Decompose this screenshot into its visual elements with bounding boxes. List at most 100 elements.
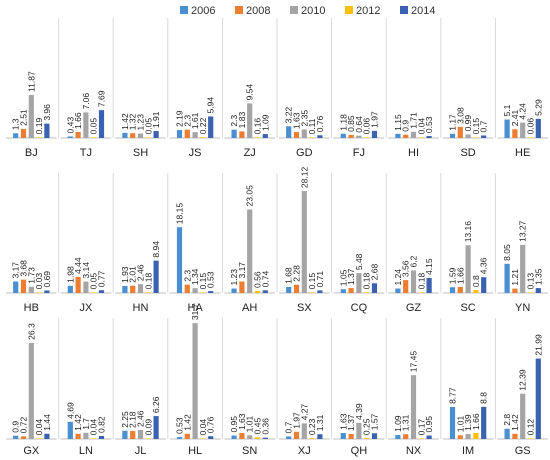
category-label: FJ	[353, 147, 365, 159]
value-label: 1.44	[42, 414, 52, 431]
category-label: HL	[188, 445, 202, 457]
bar-2012	[364, 292, 370, 293]
value-label: 1.31	[315, 414, 325, 431]
bar-2006	[231, 288, 237, 293]
bar-2012	[254, 290, 261, 293]
value-label: 1.42	[120, 113, 130, 130]
value-label: 1.21	[510, 269, 520, 286]
bar-2014	[371, 130, 378, 138]
category-label: HE	[515, 147, 530, 159]
value-label: 0.99	[463, 115, 473, 132]
category-label: ZJ	[244, 147, 256, 159]
bar-2014	[481, 135, 487, 138]
panel-sc: 1.591.66 13.16 0.84.36 SC	[440, 173, 494, 314]
bar-2008	[293, 431, 300, 439]
value-label: 0.19	[34, 117, 44, 134]
value-label: 2.18	[128, 411, 138, 428]
bar-2008	[512, 288, 518, 293]
panel-js: 2.192.31.610.22 5.94 JS	[167, 18, 221, 159]
value-label: 0.05	[89, 273, 99, 290]
value-label: 31.7	[190, 303, 200, 320]
bar-2012	[418, 137, 424, 138]
bar-2010	[520, 244, 526, 293]
value-label: 4.69	[65, 402, 75, 419]
bar-2006	[176, 227, 183, 293]
value-label: 0.45	[253, 418, 263, 435]
value-label: 2.46	[136, 264, 146, 281]
category-label: QH	[351, 445, 368, 457]
panel-ah: 1.233.17 23.05 0.560.74 AH	[221, 173, 275, 314]
bar-2010	[465, 433, 471, 439]
value-label: 0.85	[346, 115, 356, 132]
category-label: LN	[79, 445, 93, 457]
value-label: 1.83	[237, 112, 247, 129]
value-label: 1.24	[393, 269, 403, 286]
category-label: XJ	[298, 445, 311, 457]
bar-2012	[309, 438, 315, 439]
bar-2008	[20, 436, 27, 439]
panel-hn: 1.932.012.460.18 8.94 HN	[112, 173, 166, 314]
value-label: 1.66	[73, 112, 83, 129]
bar-2012	[254, 437, 261, 439]
value-label: 2.01	[128, 266, 138, 283]
value-label: 1.42	[182, 414, 192, 431]
bar-2014	[426, 136, 432, 138]
bar-2010	[356, 135, 362, 138]
value-label: 0.7	[284, 421, 294, 433]
bar-2012	[527, 137, 534, 138]
bar-2006	[122, 286, 128, 293]
category-label: SN	[242, 445, 257, 457]
bar-2008	[403, 280, 409, 293]
value-label: 0.06	[362, 118, 372, 135]
bar-2010	[301, 129, 307, 138]
bar-2006	[231, 129, 237, 138]
bar-2014	[98, 436, 105, 439]
bar-2012	[527, 438, 534, 439]
bar-2010	[410, 375, 417, 439]
panel-gd: 3.221.632.350.110.76 GD	[276, 18, 330, 159]
legend-item: 2010	[290, 5, 325, 17]
value-label: 1.66	[471, 413, 481, 430]
value-label: 7.06	[81, 93, 91, 110]
value-label: 2.51	[19, 109, 29, 126]
value-label: 0.18	[143, 273, 153, 290]
value-label: 1.23	[136, 114, 146, 131]
value-label: 0.64	[354, 116, 364, 133]
value-label: 2.3	[229, 115, 239, 127]
bar-2014	[44, 290, 50, 293]
panel-he: 5.12.414.240.06 5.29 HE	[494, 18, 548, 159]
bar-2012	[473, 290, 479, 293]
bar-2014	[535, 358, 541, 439]
value-label: 2.8	[502, 414, 512, 426]
value-label: 13.27	[518, 220, 528, 242]
value-label: 0.18	[416, 273, 426, 290]
bar-2010	[83, 432, 89, 439]
category-label: JL	[135, 445, 147, 457]
value-label: 4.15	[424, 258, 434, 275]
value-label: 0.9	[401, 120, 411, 132]
category-label: YN	[515, 302, 530, 314]
bar-2010	[137, 284, 144, 293]
bar-2010	[247, 209, 253, 293]
bar-2008	[239, 131, 245, 138]
value-label: 0.53	[175, 417, 185, 434]
bar-2014	[317, 290, 323, 293]
panel-jl: 2.252.182.460.09 6.26 JL	[112, 318, 166, 457]
bar-2014	[44, 433, 50, 439]
bar-2006	[504, 428, 510, 439]
value-label: 5.29	[533, 99, 543, 116]
bar-2008	[293, 284, 300, 293]
value-label: 3.17	[11, 262, 21, 279]
value-label: 1.97	[292, 412, 302, 429]
bar-2006	[395, 288, 401, 293]
value-label: 3.17	[237, 262, 247, 279]
bar-2014	[317, 135, 323, 138]
value-label: 1.01	[245, 415, 255, 432]
value-label: 0.18	[362, 273, 372, 290]
panel-sh: 1.421.321.230.051.91 SH	[112, 18, 166, 159]
value-label: 1.66	[455, 267, 465, 284]
legend: 2006 2008 2010 2012 2014	[180, 5, 435, 17]
value-label: 1.98	[65, 266, 75, 283]
value-label: 1.73	[26, 267, 36, 284]
